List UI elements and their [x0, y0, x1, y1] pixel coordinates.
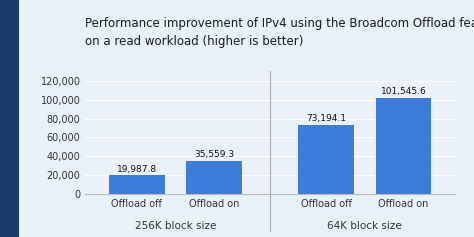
Bar	[298, 125, 354, 194]
Bar	[186, 161, 242, 194]
Bar	[375, 98, 431, 194]
Text: 73,194.1: 73,194.1	[306, 114, 346, 123]
Text: 256K block size: 256K block size	[135, 221, 216, 231]
Text: Performance improvement of IPv4 using the Broadcom Offload feature
on a read wor: Performance improvement of IPv4 using th…	[85, 17, 474, 48]
Text: 19,987.8: 19,987.8	[117, 165, 157, 174]
Text: 101,545.6: 101,545.6	[381, 87, 426, 96]
Bar	[109, 175, 165, 194]
Text: 64K block size: 64K block size	[328, 221, 402, 231]
Text: 35,559.3: 35,559.3	[194, 150, 234, 159]
